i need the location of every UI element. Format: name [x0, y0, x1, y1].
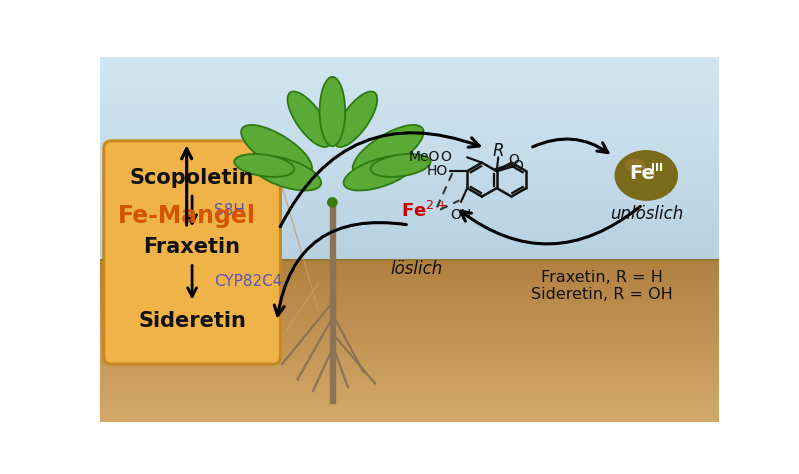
Text: Fraxetin, R = H: Fraxetin, R = H: [541, 270, 663, 284]
Ellipse shape: [241, 125, 312, 175]
Text: CYP82C4: CYP82C4: [214, 274, 282, 289]
Text: S8H: S8H: [214, 203, 244, 219]
Ellipse shape: [334, 91, 377, 147]
Text: Fraxetin: Fraxetin: [144, 237, 240, 257]
Ellipse shape: [288, 91, 331, 147]
Text: OH: OH: [451, 208, 471, 222]
Ellipse shape: [234, 154, 294, 177]
Text: R: R: [492, 142, 504, 160]
Circle shape: [328, 198, 337, 207]
Ellipse shape: [352, 125, 423, 175]
FancyBboxPatch shape: [104, 141, 280, 364]
Polygon shape: [330, 206, 335, 402]
Text: O: O: [508, 154, 519, 167]
Text: O: O: [441, 150, 451, 164]
Text: Fe$^{2+}$: Fe$^{2+}$: [401, 201, 447, 221]
Text: löslich: löslich: [391, 260, 443, 278]
Text: Sideretin: Sideretin: [138, 311, 246, 331]
Text: MeO: MeO: [408, 149, 440, 164]
Text: Sideretin, R = OH: Sideretin, R = OH: [531, 287, 673, 302]
Ellipse shape: [344, 156, 414, 191]
Text: Fe-Mangel: Fe-Mangel: [117, 203, 256, 228]
Text: III: III: [651, 163, 663, 173]
Ellipse shape: [251, 156, 321, 191]
Text: HO: HO: [427, 164, 447, 178]
Text: Fe: Fe: [630, 164, 655, 183]
Ellipse shape: [614, 150, 678, 201]
Ellipse shape: [320, 77, 345, 146]
Text: unlöslich: unlöslich: [610, 205, 683, 223]
Text: O: O: [512, 159, 523, 173]
Text: Scopoletin: Scopoletin: [130, 168, 254, 188]
Ellipse shape: [625, 158, 646, 173]
Ellipse shape: [371, 154, 431, 177]
